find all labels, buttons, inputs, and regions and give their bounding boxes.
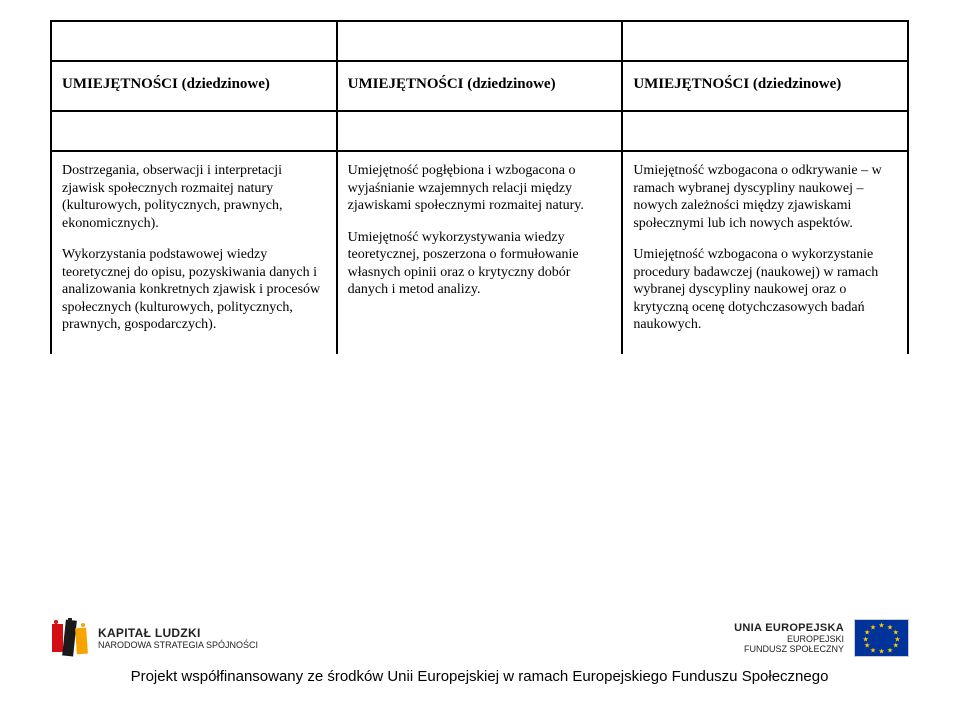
content-cell-3: Umiejętność wzbogacona o odkrywanie – w … xyxy=(622,151,908,354)
eu-sub1: EUROPEJSKI xyxy=(734,634,844,644)
col3-para1: Umiejętność wzbogacona o odkrywanie – w … xyxy=(633,162,897,232)
table-content-row: Dostrzegania, obserwacji i interpretacji… xyxy=(51,151,908,354)
kapital-ludzki-icon xyxy=(50,618,90,658)
col2-para1: Umiejętność pogłębiona i wzbogacona o wy… xyxy=(348,162,612,215)
kapital-ludzki-logo: KAPITAŁ LUDZKI NARODOWA STRATEGIA SPÓJNO… xyxy=(50,618,258,658)
footer-cofinance-text: Projekt współfinansowany ze środków Unii… xyxy=(50,668,909,685)
header-cell-1: UMIEJĘTNOŚCI (dziedzinowe) xyxy=(51,61,337,111)
table-header-row: UMIEJĘTNOŚCI (dziedzinowe) UMIEJĘTNOŚCI … xyxy=(51,61,908,111)
skills-table: UMIEJĘTNOŚCI (dziedzinowe) UMIEJĘTNOŚCI … xyxy=(50,20,909,354)
col1-para2: Wykorzystania podstawowej wiedzy teorety… xyxy=(62,246,326,334)
table-gap-row xyxy=(51,111,908,151)
kl-title: KAPITAŁ LUDZKI xyxy=(98,626,258,640)
eu-flag-icon: ★ ★ ★ ★ ★ ★ ★ ★ ★ ★ ★ ★ xyxy=(854,619,909,657)
col2-para2: Umiejętność wykorzystywania wiedzy teore… xyxy=(348,229,612,299)
table-spacer-top xyxy=(51,21,908,61)
header-cell-2: UMIEJĘTNOŚCI (dziedzinowe) xyxy=(337,61,623,111)
eu-logo: UNIA EUROPEJSKA EUROPEJSKI FUNDUSZ SPOŁE… xyxy=(734,619,909,657)
eu-title: UNIA EUROPEJSKA xyxy=(734,622,844,634)
content-cell-2: Umiejętność pogłębiona i wzbogacona o wy… xyxy=(337,151,623,354)
col3-para2: Umiejętność wzbogacona o wykorzystanie p… xyxy=(633,246,897,334)
footer: KAPITAŁ LUDZKI NARODOWA STRATEGIA SPÓJNO… xyxy=(0,618,959,685)
kl-subtitle: NARODOWA STRATEGIA SPÓJNOŚCI xyxy=(98,640,258,650)
content-cell-1: Dostrzegania, obserwacji i interpretacji… xyxy=(51,151,337,354)
eu-sub2: FUNDUSZ SPOŁECZNY xyxy=(734,644,844,654)
footer-logo-row: KAPITAŁ LUDZKI NARODOWA STRATEGIA SPÓJNO… xyxy=(50,618,909,658)
page-body: UMIEJĘTNOŚCI (dziedzinowe) UMIEJĘTNOŚCI … xyxy=(0,0,959,354)
col1-para1: Dostrzegania, obserwacji i interpretacji… xyxy=(62,162,326,232)
header-cell-3: UMIEJĘTNOŚCI (dziedzinowe) xyxy=(622,61,908,111)
